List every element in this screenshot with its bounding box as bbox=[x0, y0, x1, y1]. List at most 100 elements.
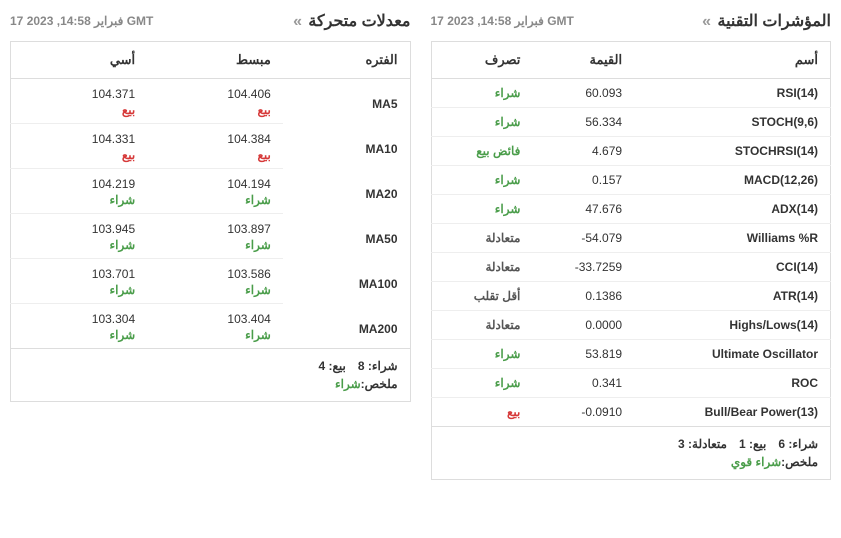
indicator-name: ADX(14) bbox=[634, 195, 830, 224]
indicator-value: 0.157 bbox=[532, 166, 634, 195]
ma-simple-value: 103.404 bbox=[147, 304, 283, 329]
summary-counts: شراء: 8بيع: 4 bbox=[23, 359, 398, 373]
indicator-action: فائض بيع bbox=[431, 137, 532, 166]
panel-header: معدلات متحركة » 17 فبراير 14:58, 2023 GM… bbox=[10, 5, 411, 41]
ma-simple-signal: بيع bbox=[147, 103, 283, 124]
indicator-name: ROC bbox=[634, 369, 830, 398]
panel-header: المؤشرات التقنية » 17 فبراير 14:58, 2023… bbox=[431, 5, 832, 41]
indicator-value: 0.1386 bbox=[532, 282, 634, 311]
ma-simple-value: 103.586 bbox=[147, 259, 283, 284]
ma-exp-value: 103.945 bbox=[11, 214, 148, 239]
table-row: Williams %R -54.079 متعادلة bbox=[431, 224, 831, 253]
ma-exp-signal: شراء bbox=[11, 238, 148, 259]
tech-summary: شراء: 6بيع: 1متعادلة: 3 ملخص:شراء قوي bbox=[431, 427, 832, 480]
table-row: MA20 104.194 104.219 bbox=[11, 169, 411, 194]
col-simple: مبسط bbox=[147, 42, 283, 79]
timestamp: 17 فبراير 14:58, 2023 GMT bbox=[10, 14, 153, 28]
indicator-name: STOCHRSI(14) bbox=[634, 137, 830, 166]
ma-exp-signal: شراء bbox=[11, 328, 148, 349]
tech-table: أسم القيمة تصرف RSI(14) 60.093 شراءSTOCH… bbox=[431, 41, 832, 427]
indicator-action: متعادلة bbox=[431, 224, 532, 253]
indicator-action: أقل تقلب bbox=[431, 282, 532, 311]
indicator-name: Bull/Bear Power(13) bbox=[634, 398, 830, 427]
table-row: MA200 103.404 103.304 bbox=[11, 304, 411, 329]
ma-exp-value: 104.371 bbox=[11, 79, 148, 104]
ma-period: MA50 bbox=[283, 214, 410, 259]
ma-simple-signal: شراء bbox=[147, 238, 283, 259]
indicator-name: Highs/Lows(14) bbox=[634, 311, 830, 340]
chevron-icon: » bbox=[293, 13, 302, 30]
ma-period: MA5 bbox=[283, 79, 410, 124]
table-row: RSI(14) 60.093 شراء bbox=[431, 79, 831, 108]
table-row: MA5 104.406 104.371 bbox=[11, 79, 411, 104]
indicator-value: 0.0000 bbox=[532, 311, 634, 340]
ma-simple-value: 103.897 bbox=[147, 214, 283, 239]
ma-simple-value: 104.384 bbox=[147, 124, 283, 149]
ma-exp-signal: شراء bbox=[11, 193, 148, 214]
ma-exp-signal: بيع bbox=[11, 148, 148, 169]
indicator-name: Ultimate Oscillator bbox=[634, 340, 830, 369]
ma-simple-signal: بيع bbox=[147, 148, 283, 169]
col-value: القيمة bbox=[532, 42, 634, 79]
col-name: أسم bbox=[634, 42, 830, 79]
ma-simple-value: 104.194 bbox=[147, 169, 283, 194]
indicator-action: شراء bbox=[431, 166, 532, 195]
col-period: الفتره bbox=[283, 42, 410, 79]
table-row: ADX(14) 47.676 شراء bbox=[431, 195, 831, 224]
indicator-name: MACD(12,26) bbox=[634, 166, 830, 195]
ma-exp-signal: بيع bbox=[11, 103, 148, 124]
indicator-action: شراء bbox=[431, 108, 532, 137]
panel-title[interactable]: معدلات متحركة » bbox=[293, 11, 410, 31]
ma-period: MA10 bbox=[283, 124, 410, 169]
table-row: ROC 0.341 شراء bbox=[431, 369, 831, 398]
indicator-action: شراء bbox=[431, 195, 532, 224]
indicator-value: -54.079 bbox=[532, 224, 634, 253]
table-row: STOCH(9,6) 56.334 شراء bbox=[431, 108, 831, 137]
table-row: Bull/Bear Power(13) -0.0910 بيع bbox=[431, 398, 831, 427]
ma-exp-value: 104.219 bbox=[11, 169, 148, 194]
indicator-action: متعادلة bbox=[431, 253, 532, 282]
indicator-action: بيع bbox=[431, 398, 532, 427]
chevron-icon: » bbox=[702, 13, 711, 30]
timestamp: 17 فبراير 14:58, 2023 GMT bbox=[431, 14, 574, 28]
indicator-value: 0.341 bbox=[532, 369, 634, 398]
indicator-action: شراء bbox=[431, 369, 532, 398]
indicator-name: STOCH(9,6) bbox=[634, 108, 830, 137]
ma-exp-value: 103.304 bbox=[11, 304, 148, 329]
indicator-name: CCI(14) bbox=[634, 253, 830, 282]
ma-exp-value: 104.331 bbox=[11, 124, 148, 149]
indicator-value: 53.819 bbox=[532, 340, 634, 369]
indicator-action: متعادلة bbox=[431, 311, 532, 340]
col-action: تصرف bbox=[431, 42, 532, 79]
moving-averages-panel: معدلات متحركة » 17 فبراير 14:58, 2023 GM… bbox=[10, 5, 411, 480]
technical-indicators-panel: المؤشرات التقنية » 17 فبراير 14:58, 2023… bbox=[431, 5, 832, 480]
indicator-name: RSI(14) bbox=[634, 79, 830, 108]
panel-title[interactable]: المؤشرات التقنية » bbox=[702, 11, 831, 31]
ma-simple-signal: شراء bbox=[147, 193, 283, 214]
table-row: MA50 103.897 103.945 bbox=[11, 214, 411, 239]
summary-final: ملخص:شراء bbox=[23, 377, 398, 391]
summary-final: ملخص:شراء قوي bbox=[444, 455, 819, 469]
indicator-value: 60.093 bbox=[532, 79, 634, 108]
ma-simple-signal: شراء bbox=[147, 328, 283, 349]
indicator-value: -33.7259 bbox=[532, 253, 634, 282]
indicator-value: -0.0910 bbox=[532, 398, 634, 427]
table-row: Highs/Lows(14) 0.0000 متعادلة bbox=[431, 311, 831, 340]
indicator-action: شراء bbox=[431, 79, 532, 108]
ma-exp-signal: شراء bbox=[11, 283, 148, 304]
table-row: Ultimate Oscillator 53.819 شراء bbox=[431, 340, 831, 369]
table-row: STOCHRSI(14) 4.679 فائض بيع bbox=[431, 137, 831, 166]
ma-table: الفتره مبسط أسي MA5 104.406 104.371بيع ب… bbox=[10, 41, 411, 349]
table-row: MA10 104.384 104.331 bbox=[11, 124, 411, 149]
ma-simple-value: 104.406 bbox=[147, 79, 283, 104]
table-row: MACD(12,26) 0.157 شراء bbox=[431, 166, 831, 195]
indicator-value: 56.334 bbox=[532, 108, 634, 137]
ma-period: MA20 bbox=[283, 169, 410, 214]
table-row: CCI(14) -33.7259 متعادلة bbox=[431, 253, 831, 282]
ma-period: MA100 bbox=[283, 259, 410, 304]
indicator-value: 47.676 bbox=[532, 195, 634, 224]
ma-simple-signal: شراء bbox=[147, 283, 283, 304]
indicator-name: Williams %R bbox=[634, 224, 830, 253]
table-row: ATR(14) 0.1386 أقل تقلب bbox=[431, 282, 831, 311]
table-row: MA100 103.586 103.701 bbox=[11, 259, 411, 284]
